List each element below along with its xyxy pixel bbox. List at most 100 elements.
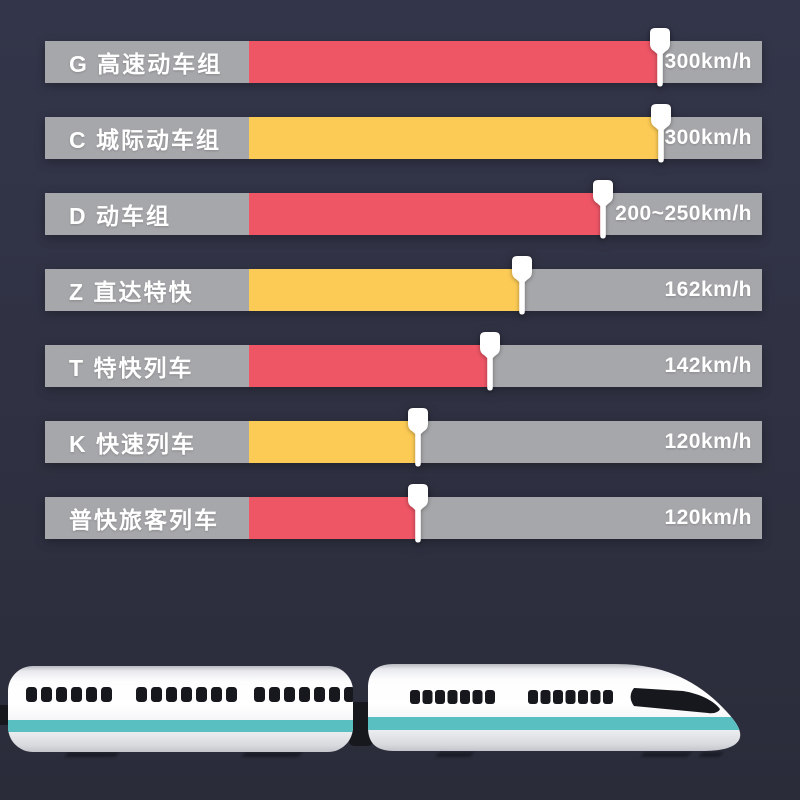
train-type-label: T 特快列车 <box>69 355 194 381</box>
speed-value: 300km/h <box>664 126 752 149</box>
train-carriage-icon <box>8 666 353 752</box>
motion-shadow <box>640 752 692 757</box>
window-icon <box>344 687 353 702</box>
bar-fill <box>249 41 660 83</box>
window-icon <box>269 687 280 702</box>
window-icon <box>136 687 147 702</box>
train-type-label: D 动车组 <box>69 203 171 229</box>
window-icon <box>314 687 325 702</box>
train-coupler-icon <box>349 702 373 746</box>
window-icon <box>603 690 613 704</box>
slider-marker-icon[interactable] <box>407 484 429 544</box>
train-coupler-left-icon <box>0 705 10 725</box>
bar-track: 120km/h <box>249 484 762 543</box>
train-head-stripe <box>368 717 741 730</box>
motion-shadow <box>64 752 120 757</box>
speed-row-c: C 城际动车组 300km/h <box>45 104 762 163</box>
bar-fill <box>249 345 491 387</box>
window-icon <box>166 687 177 702</box>
bar-track: 142km/h <box>249 332 762 391</box>
train-head-windows-icon <box>410 690 613 704</box>
window-icon <box>422 690 433 704</box>
window-icon <box>553 690 563 704</box>
window-icon <box>284 687 295 702</box>
window-icon <box>101 687 112 702</box>
bar-fill <box>249 497 418 539</box>
slider-marker-icon[interactable] <box>650 104 672 164</box>
motion-shadow <box>698 752 724 757</box>
slider-marker-icon[interactable] <box>511 256 533 316</box>
window-icon <box>26 687 37 702</box>
window-icon <box>71 687 82 702</box>
bar-track: 200~250km/h <box>249 180 762 239</box>
window-icon <box>299 687 310 702</box>
window-icon <box>181 687 192 702</box>
window-icon <box>590 690 601 704</box>
window-icon <box>226 687 237 702</box>
speed-value: 200~250km/h <box>615 202 752 225</box>
window-icon <box>447 690 458 704</box>
bar-fill <box>249 193 603 235</box>
train-type-panel: C 城际动车组 <box>45 117 249 159</box>
speed-row-d: D 动车组 200~250km/h <box>45 180 762 239</box>
carriage-windows-icon <box>26 687 353 702</box>
speed-value: 120km/h <box>664 430 752 453</box>
train-type-label: 普快旅客列车 <box>69 507 219 533</box>
train-type-panel: 普快旅客列车 <box>45 497 249 539</box>
train-head-icon <box>368 664 741 751</box>
window-icon <box>472 690 483 704</box>
train-head-body <box>368 664 741 751</box>
speed-row-k: K 快速列车 120km/h <box>45 408 762 467</box>
speed-row-z: Z 直达特快 162km/h <box>45 256 762 315</box>
slider-marker-icon[interactable] <box>479 332 501 392</box>
train-type-panel: D 动车组 <box>45 193 249 235</box>
train-type-label: G 高速动车组 <box>69 51 223 77</box>
speed-value: 162km/h <box>664 278 752 301</box>
speed-value: 300km/h <box>664 50 752 73</box>
bar-fill <box>249 117 661 159</box>
carriage-stripe <box>8 720 353 732</box>
bar-fill <box>249 421 419 463</box>
window-icon <box>329 687 340 702</box>
window-icon <box>565 690 576 704</box>
window-icon <box>410 690 420 704</box>
train-type-panel: K 快速列车 <box>45 421 249 463</box>
bar-fill <box>249 269 522 311</box>
motion-shadow <box>241 752 303 757</box>
bar-track: 162km/h <box>249 256 762 315</box>
slider-marker-icon[interactable] <box>407 408 429 468</box>
window-icon <box>540 690 551 704</box>
speed-row-t: T 特快列车 142km/h <box>45 332 762 391</box>
carriage-body <box>8 666 353 752</box>
train-type-label: Z 直达特快 <box>69 279 194 305</box>
speed-value: 120km/h <box>664 506 752 529</box>
speed-value: 142km/h <box>664 354 752 377</box>
bar-track: 300km/h <box>249 28 762 87</box>
window-icon <box>435 690 445 704</box>
window-icon <box>528 690 538 704</box>
train-type-panel: G 高速动车组 <box>45 41 249 83</box>
train-type-label: C 城际动车组 <box>69 127 221 153</box>
windshield-icon <box>630 688 720 714</box>
window-icon <box>254 687 265 702</box>
window-icon <box>211 687 222 702</box>
slider-marker-icon[interactable] <box>649 28 671 88</box>
bar-track: 120km/h <box>249 408 762 467</box>
window-icon <box>196 687 207 702</box>
window-icon <box>151 687 162 702</box>
slider-marker-icon[interactable] <box>592 180 614 240</box>
window-icon <box>460 690 470 704</box>
bar-track: 300km/h <box>249 104 762 163</box>
window-icon <box>56 687 67 702</box>
speed-row-g: G 高速动车组 300km/h <box>45 28 762 87</box>
train-type-panel: T 特快列车 <box>45 345 249 387</box>
window-icon <box>86 687 97 702</box>
window-icon <box>41 687 52 702</box>
speed-row-pukuai: 普快旅客列车 120km/h <box>45 484 762 543</box>
train-type-label: K 快速列车 <box>69 431 196 457</box>
motion-shadow <box>435 752 475 757</box>
train-type-panel: Z 直达特快 <box>45 269 249 311</box>
window-icon <box>485 690 495 704</box>
window-icon <box>578 690 588 704</box>
